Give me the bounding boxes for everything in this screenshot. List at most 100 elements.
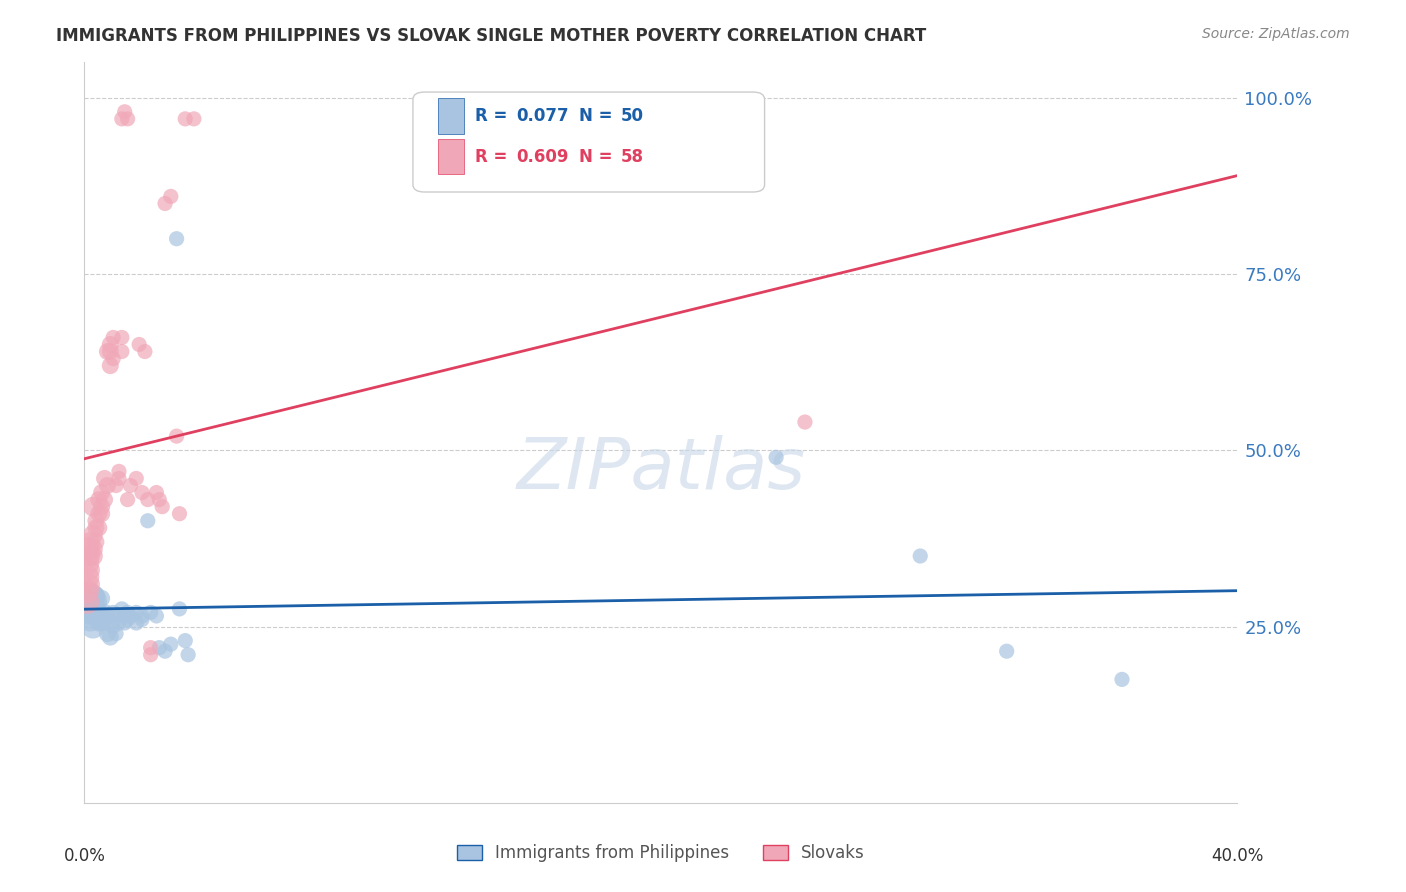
- Point: [114, 615, 136, 630]
- Point: [87, 507, 110, 521]
- Point: [183, 112, 205, 126]
- Point: [117, 112, 139, 126]
- FancyBboxPatch shape: [439, 98, 464, 134]
- Point: [82, 528, 104, 542]
- Point: [174, 112, 197, 126]
- Point: [169, 602, 191, 616]
- Point: [87, 492, 110, 507]
- Legend: Immigrants from Philippines, Slovaks: Immigrants from Philippines, Slovaks: [450, 838, 872, 869]
- Point: [76, 595, 98, 609]
- Point: [139, 640, 162, 655]
- Text: R =: R =: [475, 107, 513, 125]
- Point: [103, 619, 124, 633]
- FancyBboxPatch shape: [439, 139, 464, 174]
- Point: [117, 492, 139, 507]
- Point: [995, 644, 1018, 658]
- Point: [166, 429, 188, 443]
- Point: [98, 630, 121, 644]
- Point: [90, 500, 112, 514]
- Point: [79, 577, 101, 591]
- Point: [120, 609, 142, 624]
- Point: [90, 485, 112, 500]
- Point: [84, 588, 107, 602]
- Text: ZIPatlas: ZIPatlas: [516, 435, 806, 504]
- Point: [111, 112, 134, 126]
- Point: [177, 648, 200, 662]
- Point: [82, 602, 104, 616]
- Point: [84, 521, 107, 535]
- Point: [131, 485, 153, 500]
- Point: [174, 633, 197, 648]
- Point: [1111, 673, 1133, 687]
- Point: [96, 478, 118, 492]
- Point: [136, 492, 159, 507]
- Point: [114, 609, 136, 624]
- Point: [103, 606, 124, 620]
- Point: [90, 615, 112, 630]
- Point: [76, 584, 98, 599]
- Point: [96, 344, 118, 359]
- Point: [76, 541, 98, 556]
- Point: [84, 535, 107, 549]
- Point: [98, 337, 121, 351]
- Point: [160, 189, 183, 203]
- Point: [794, 415, 817, 429]
- Point: [82, 500, 104, 514]
- Text: R =: R =: [475, 147, 513, 166]
- Point: [117, 612, 139, 626]
- Point: [114, 104, 136, 119]
- Point: [105, 626, 128, 640]
- Point: [82, 541, 104, 556]
- Text: 58: 58: [620, 147, 644, 166]
- Point: [150, 500, 173, 514]
- Point: [128, 337, 150, 351]
- Point: [117, 606, 139, 620]
- FancyBboxPatch shape: [413, 92, 765, 192]
- Text: 50: 50: [620, 107, 644, 125]
- Point: [90, 591, 112, 606]
- Point: [145, 485, 167, 500]
- Point: [76, 556, 98, 570]
- Point: [87, 615, 110, 630]
- Point: [79, 549, 101, 563]
- Point: [139, 648, 162, 662]
- Point: [125, 471, 148, 485]
- Point: [79, 612, 101, 626]
- Point: [136, 514, 159, 528]
- Point: [79, 606, 101, 620]
- Point: [131, 609, 153, 624]
- Point: [84, 514, 107, 528]
- Point: [76, 570, 98, 584]
- Point: [93, 492, 115, 507]
- Point: [111, 602, 134, 616]
- Point: [93, 606, 115, 620]
- Point: [111, 330, 134, 344]
- Text: IMMIGRANTS FROM PHILIPPINES VS SLOVAK SINGLE MOTHER POVERTY CORRELATION CHART: IMMIGRANTS FROM PHILIPPINES VS SLOVAK SI…: [56, 27, 927, 45]
- Point: [169, 507, 191, 521]
- Point: [103, 351, 124, 366]
- Point: [166, 232, 188, 246]
- Point: [82, 591, 104, 606]
- Point: [153, 644, 176, 658]
- Point: [98, 615, 121, 630]
- Point: [134, 344, 156, 359]
- Point: [87, 612, 110, 626]
- Point: [76, 595, 98, 609]
- Point: [105, 478, 128, 492]
- Point: [90, 507, 112, 521]
- Point: [765, 450, 787, 465]
- Point: [87, 521, 110, 535]
- Point: [79, 563, 101, 577]
- Point: [145, 609, 167, 624]
- Text: 40.0%: 40.0%: [1211, 847, 1264, 865]
- Point: [103, 330, 124, 344]
- Point: [910, 549, 932, 563]
- Point: [139, 606, 162, 620]
- Text: N =: N =: [579, 147, 619, 166]
- Point: [93, 471, 115, 485]
- Point: [108, 464, 131, 478]
- Point: [96, 609, 118, 624]
- Point: [93, 612, 115, 626]
- Point: [108, 609, 131, 624]
- Point: [98, 359, 121, 373]
